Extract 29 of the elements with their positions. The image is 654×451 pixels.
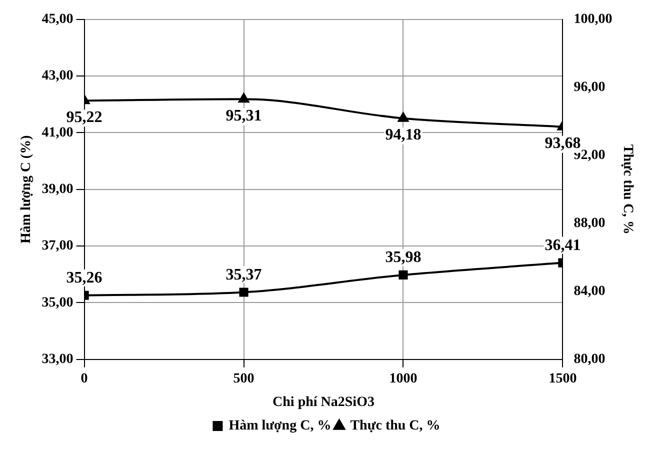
x-axis-title: Chi phí Na2SiO3 — [272, 395, 374, 410]
x-tick-label: 500 — [233, 371, 254, 386]
legend-label: Thực thu C, % — [350, 418, 440, 434]
y2-tick-label: 80,00 — [574, 352, 606, 368]
data-label: 93,68 — [544, 134, 581, 152]
legend-label: Hàm lượng C, % — [228, 418, 332, 434]
data-label: 35,98 — [385, 249, 422, 266]
data-label: 95,31 — [226, 107, 262, 124]
data-label: 36,41 — [544, 236, 581, 254]
x-tick-label: 1500 — [548, 371, 577, 386]
data-label: 35,26 — [66, 270, 102, 287]
y-tick-label: 41,00 — [42, 125, 74, 140]
y2-tick-label: 96,00 — [574, 80, 606, 96]
y-axis-title: Hàm lượng C (%) — [19, 134, 34, 244]
y-tick-label: 33,00 — [42, 352, 74, 368]
y2-tick-label: 84,00 — [574, 284, 606, 300]
data-label: 95,22 — [66, 108, 102, 126]
y-tick-label: 37,00 — [42, 238, 74, 254]
y-tick-label: 39,00 — [42, 182, 74, 198]
data-label: 94,18 — [385, 126, 422, 144]
data-label: 35,37 — [226, 266, 262, 284]
y-tick-label: 45,00 — [42, 12, 74, 28]
x-tick-label: 1000 — [389, 371, 418, 386]
y2-tick-label: 88,00 — [574, 216, 606, 232]
y2-axis-title: Thực thu C, % — [620, 144, 635, 234]
y2-tick-label: 100,00 — [574, 12, 612, 28]
y-tick-label: 35,00 — [42, 295, 74, 310]
y-tick-label: 43,00 — [42, 68, 74, 84]
x-tick-label: 0 — [80, 371, 88, 386]
